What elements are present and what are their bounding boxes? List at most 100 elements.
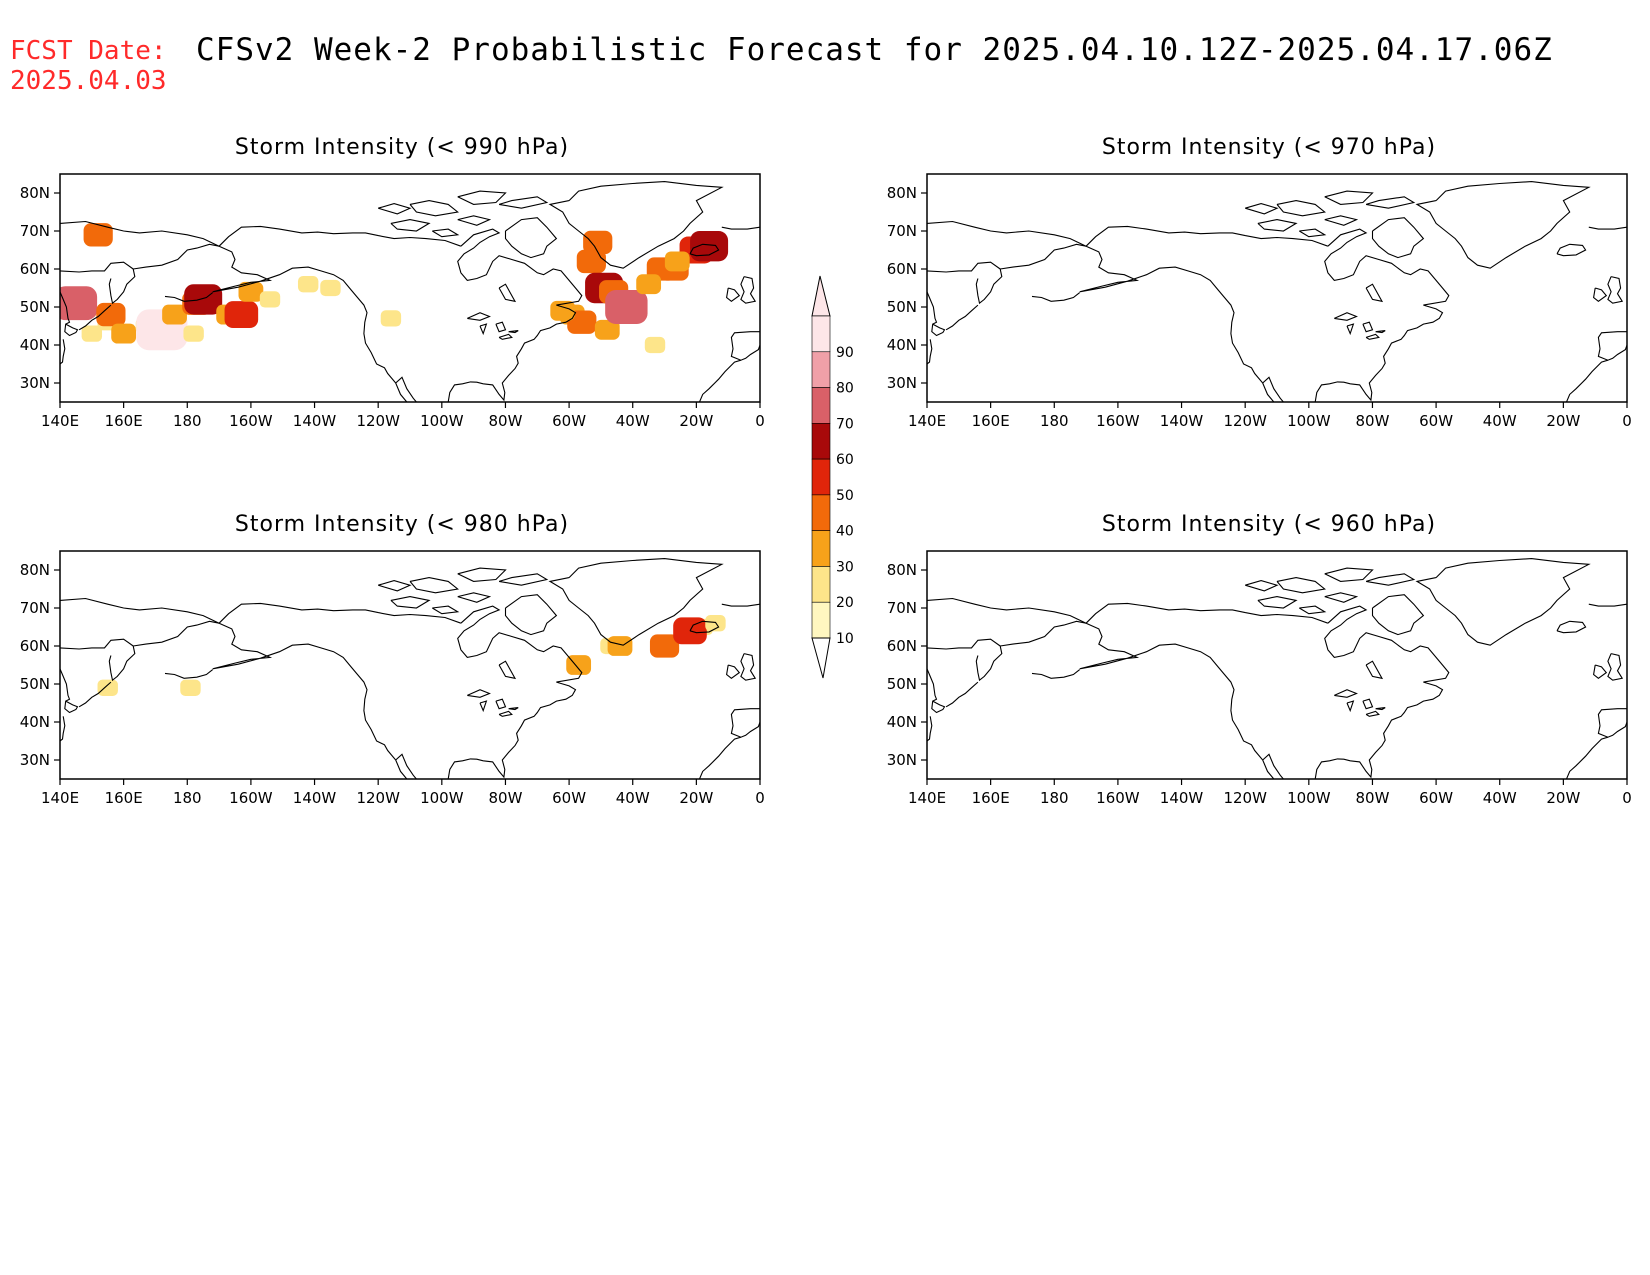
coastline — [1085, 602, 1329, 624]
lon-tick-label: 40W — [1483, 412, 1517, 430]
coastline — [164, 669, 214, 679]
coastline — [548, 558, 724, 646]
lon-tick-label: 80W — [488, 412, 522, 430]
lon-tick-label: 0 — [755, 789, 765, 807]
lon-tick-label: 60W — [552, 789, 586, 807]
map-panel-4: Storm Intensity (< 960 hPa) 140E 160E 180 16… — [887, 512, 1632, 807]
coastline — [479, 323, 488, 336]
coastline — [508, 330, 519, 334]
coastline — [457, 190, 507, 205]
lon-tick-label: 120W — [356, 412, 400, 430]
colorbar-segment — [811, 387, 831, 424]
coastline — [1346, 700, 1355, 713]
lon-tick-label: 20W — [1546, 412, 1580, 430]
coastline — [927, 668, 946, 714]
coastline — [60, 597, 220, 624]
panel-title: Storm Intensity (< 990 hPa) — [235, 135, 569, 160]
lon-tick-label: 160E — [972, 789, 1010, 807]
map-area — [60, 558, 760, 779]
lat-tick-label: 60N — [887, 260, 917, 278]
coastline — [60, 291, 79, 337]
colorbar-label: 60 — [836, 452, 854, 468]
coastline — [1565, 359, 1609, 402]
coastline — [698, 359, 742, 402]
coastline — [1365, 710, 1380, 717]
lon-tick-label: 0 — [755, 412, 765, 430]
colorbar-label: 80 — [836, 381, 854, 397]
map-area — [927, 181, 1627, 402]
coastline — [721, 226, 760, 230]
coastline — [467, 312, 491, 321]
lat-tick-label: 60N — [20, 260, 50, 278]
coastline — [721, 603, 760, 607]
coastline — [60, 716, 66, 742]
probability-cell — [566, 655, 592, 675]
coastline — [1276, 577, 1326, 594]
coastline — [390, 596, 431, 609]
coastline — [432, 605, 460, 615]
lon-tick-label: 60W — [1419, 789, 1453, 807]
coastline — [1299, 228, 1327, 238]
lon-tick-label: 160W — [229, 412, 273, 430]
coastline — [1362, 698, 1374, 710]
coastline — [495, 698, 507, 710]
panel-title: Storm Intensity (< 960 hPa) — [1102, 512, 1436, 537]
lon-tick-label: 80W — [488, 789, 522, 807]
coastline — [1085, 225, 1329, 247]
probability-cell — [60, 286, 98, 321]
coastline — [1565, 736, 1609, 779]
colorbar-label: 50 — [836, 488, 854, 504]
lat-tick-label: 40N — [20, 336, 50, 354]
coastline — [548, 181, 724, 269]
colorbar-label: 10 — [836, 631, 854, 647]
coastline — [467, 689, 491, 698]
colorbar-label: 90 — [836, 345, 854, 361]
probability-cell — [605, 290, 648, 324]
coastline — [60, 339, 66, 365]
probability-cell — [690, 231, 729, 262]
coastline — [1588, 603, 1627, 607]
coastline — [1000, 620, 1087, 647]
lon-tick-label: 180 — [1040, 789, 1069, 807]
coastline — [1314, 605, 1450, 779]
coastline — [498, 196, 549, 209]
lon-tick-label: 120W — [1223, 412, 1267, 430]
lon-tick-label: 140E — [908, 789, 946, 807]
coastline — [218, 225, 462, 247]
lon-tick-label: 160W — [1096, 789, 1140, 807]
coastline — [1588, 226, 1627, 230]
colorbar-segment — [811, 423, 831, 460]
coastline — [1079, 622, 1275, 779]
coastline — [1375, 707, 1386, 711]
map-frame — [926, 550, 1628, 780]
probability-cell — [83, 223, 113, 247]
coastline — [1334, 312, 1358, 321]
probability-cell — [636, 274, 662, 295]
coastline — [1607, 653, 1624, 681]
coastline — [447, 605, 583, 779]
lon-tick-label: 0 — [1622, 789, 1632, 807]
probability-cell — [162, 304, 187, 325]
coastline — [409, 200, 459, 217]
coastline — [1262, 753, 1284, 779]
coastline — [927, 220, 1087, 247]
coastline — [698, 736, 742, 779]
colorbar-label: 70 — [836, 416, 854, 432]
probability-cell — [607, 636, 633, 656]
coastline — [1365, 333, 1380, 340]
coastline — [390, 219, 431, 232]
colorbar-segment — [811, 351, 831, 388]
coastline — [409, 577, 459, 594]
fcst-date-value: 2025.04.03 — [10, 66, 167, 96]
coastline — [78, 304, 112, 331]
lat-tick-label: 60N — [887, 637, 917, 655]
probability-cell — [594, 319, 620, 340]
map-frame — [926, 173, 1628, 403]
coastline — [495, 321, 507, 333]
coastline — [927, 261, 1003, 305]
lat-tick-label: 30N — [20, 751, 50, 769]
coastline — [504, 594, 558, 636]
coastline — [927, 597, 1087, 624]
lon-tick-label: 160W — [1096, 412, 1140, 430]
lon-tick-label: 140E — [908, 412, 946, 430]
